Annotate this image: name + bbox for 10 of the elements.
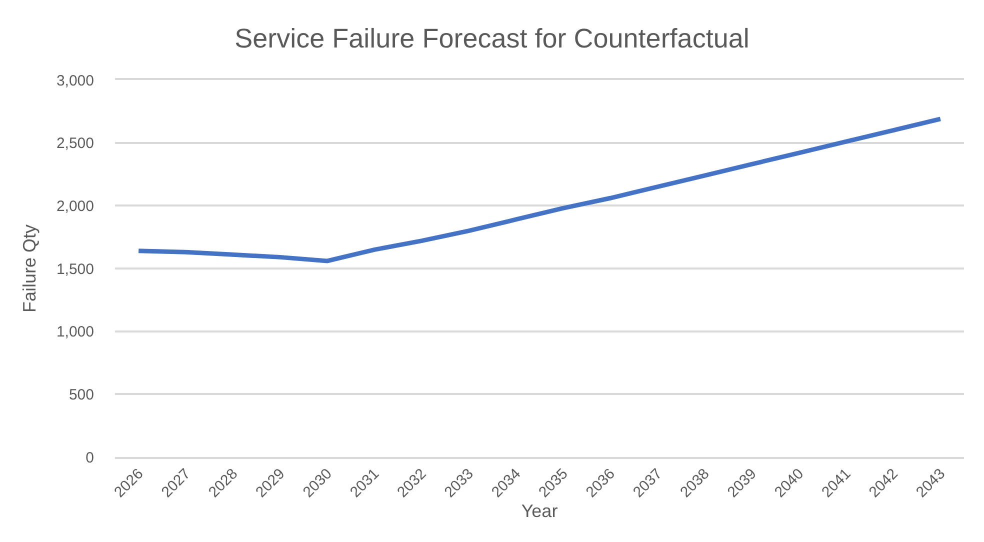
y-tick-label: 0 [86, 449, 94, 466]
chart-title: Service Failure Forecast for Counterfactual [234, 23, 750, 54]
y-tick-label: 2,000 [56, 198, 94, 215]
y-tick-label: 2,500 [56, 135, 94, 152]
x-axis-title: Year [521, 500, 558, 521]
y-tick-label: 1,000 [56, 324, 94, 341]
y-tick-label: 500 [68, 386, 94, 404]
y-tick-label: 1,500 [56, 260, 94, 278]
y-axis-title: Failure Qty [20, 224, 40, 313]
y-tick-label: 3,000 [56, 72, 94, 90]
